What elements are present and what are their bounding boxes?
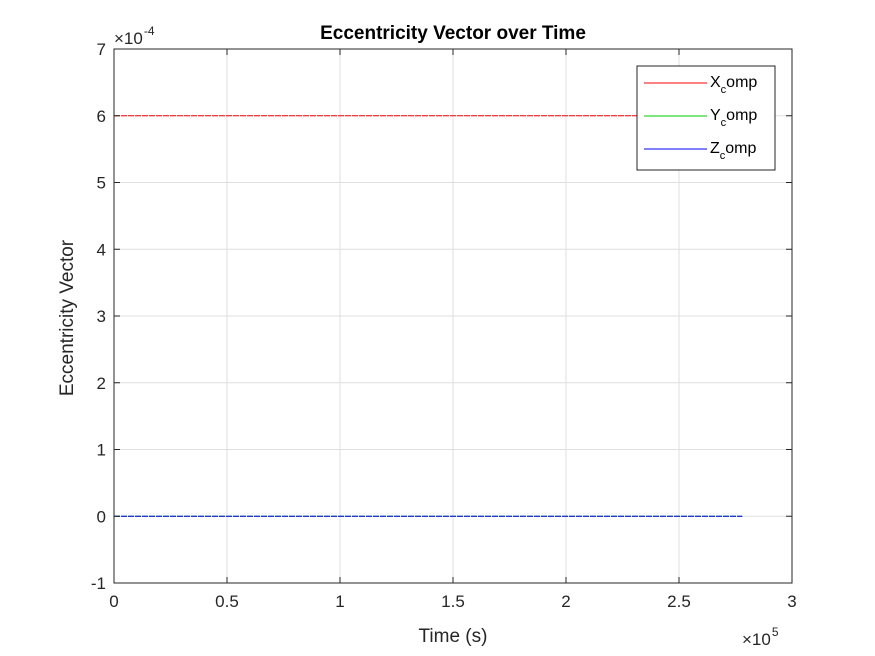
x-tick-label: 3 (787, 592, 796, 611)
x-tick-label: 0 (109, 592, 118, 611)
legend[interactable]: Xcomp Ycomp Zcomp (636, 65, 776, 171)
exponent-power: 5 (772, 625, 779, 639)
x-tick-label: 1 (335, 592, 344, 611)
x-tick-label: 1.5 (441, 592, 465, 611)
y-tick-label: 2 (97, 374, 106, 393)
y-tick-label: 1 (97, 441, 106, 460)
chart-title: Eccentricity Vector over Time (320, 23, 586, 44)
x-tick-label: 0.5 (215, 592, 239, 611)
legend-entry-y-comp: Ycomp (710, 107, 757, 129)
y-tick-label: 7 (97, 40, 106, 59)
y-axis-exponent: ×10 -4 (114, 24, 155, 48)
y-axis-label: Eccentricity Vector (57, 239, 78, 396)
y-tick-label: 3 (97, 307, 106, 326)
y-tick-label: -1 (91, 574, 106, 593)
x-axis-label: Time (s) (419, 626, 488, 647)
tick-layer (113, 48, 793, 584)
exponent-power: -4 (144, 24, 155, 38)
legend-entry-z-comp: Zcomp (710, 140, 757, 162)
exponent-base: ×10 (114, 29, 143, 48)
exponent-base: ×10 (742, 630, 771, 649)
x-tick-label: 2 (561, 592, 570, 611)
x-axis-exponent: ×10 5 (742, 625, 779, 649)
y-tick-label: 6 (97, 107, 106, 126)
x-tick-label: 2.5 (667, 592, 691, 611)
y-tick-label: 4 (97, 240, 106, 259)
y-tick-label: 5 (97, 174, 106, 193)
y-tick-label: 0 (97, 507, 106, 526)
legend-entry-x-comp: Xcomp (710, 74, 757, 96)
